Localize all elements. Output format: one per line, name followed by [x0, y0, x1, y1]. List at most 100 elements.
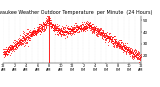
Point — [28, 39, 30, 41]
Point — [33, 35, 36, 36]
Point — [50, 27, 52, 28]
Point — [43, 28, 45, 29]
Point — [86, 27, 89, 29]
Point — [47, 21, 50, 22]
Point — [120, 41, 123, 43]
Point — [134, 51, 137, 52]
Point — [33, 30, 36, 32]
Point — [47, 18, 49, 20]
Point — [51, 26, 53, 28]
Point — [96, 28, 98, 30]
Point — [55, 29, 58, 30]
Point — [72, 28, 75, 29]
Point — [9, 48, 12, 50]
Point — [19, 44, 22, 45]
Point — [87, 23, 90, 25]
Point — [60, 35, 63, 37]
Point — [34, 33, 37, 34]
Point — [39, 27, 42, 28]
Point — [30, 36, 32, 37]
Point — [139, 55, 142, 57]
Point — [130, 49, 133, 50]
Point — [68, 29, 71, 30]
Point — [102, 32, 104, 33]
Point — [75, 24, 78, 25]
Point — [110, 39, 112, 40]
Point — [29, 33, 32, 34]
Point — [15, 45, 18, 46]
Point — [20, 38, 23, 40]
Point — [53, 29, 55, 30]
Point — [58, 31, 60, 33]
Point — [73, 29, 76, 30]
Point — [89, 26, 92, 27]
Point — [27, 36, 29, 38]
Point — [6, 48, 8, 50]
Point — [63, 34, 66, 35]
Point — [67, 32, 70, 34]
Point — [63, 31, 65, 32]
Point — [107, 38, 110, 39]
Point — [137, 54, 139, 56]
Point — [25, 37, 27, 39]
Point — [2, 51, 5, 52]
Point — [121, 46, 124, 47]
Point — [127, 49, 129, 51]
Point — [80, 22, 83, 23]
Point — [50, 26, 53, 28]
Point — [62, 32, 64, 33]
Point — [101, 31, 104, 33]
Point — [125, 43, 128, 44]
Point — [17, 44, 20, 46]
Point — [126, 48, 129, 50]
Point — [106, 34, 108, 35]
Point — [98, 30, 101, 32]
Point — [91, 31, 94, 32]
Point — [13, 45, 15, 47]
Point — [29, 31, 31, 32]
Point — [127, 48, 130, 50]
Point — [99, 33, 102, 35]
Point — [5, 51, 7, 53]
Point — [15, 40, 17, 42]
Point — [20, 40, 23, 41]
Point — [43, 23, 46, 25]
Point — [5, 51, 8, 52]
Point — [126, 48, 128, 50]
Point — [62, 35, 65, 36]
Point — [89, 25, 92, 26]
Point — [6, 51, 9, 52]
Point — [122, 49, 124, 51]
Point — [88, 24, 90, 25]
Point — [9, 44, 12, 46]
Point — [6, 50, 8, 52]
Point — [112, 43, 114, 44]
Point — [60, 29, 62, 31]
Point — [55, 25, 57, 26]
Point — [116, 43, 119, 44]
Point — [134, 52, 136, 54]
Point — [112, 45, 114, 47]
Point — [53, 28, 56, 29]
Point — [14, 43, 16, 45]
Point — [6, 53, 9, 55]
Point — [64, 31, 66, 33]
Point — [44, 21, 46, 22]
Point — [109, 36, 112, 37]
Point — [57, 27, 59, 29]
Point — [50, 24, 53, 25]
Point — [62, 28, 65, 30]
Point — [8, 45, 11, 47]
Point — [101, 35, 104, 36]
Point — [46, 22, 48, 23]
Point — [102, 31, 105, 32]
Point — [27, 33, 29, 34]
Point — [72, 25, 75, 26]
Point — [11, 46, 14, 47]
Point — [50, 19, 52, 21]
Point — [48, 19, 51, 21]
Point — [92, 26, 94, 27]
Point — [25, 32, 28, 33]
Point — [112, 35, 115, 37]
Point — [25, 36, 28, 37]
